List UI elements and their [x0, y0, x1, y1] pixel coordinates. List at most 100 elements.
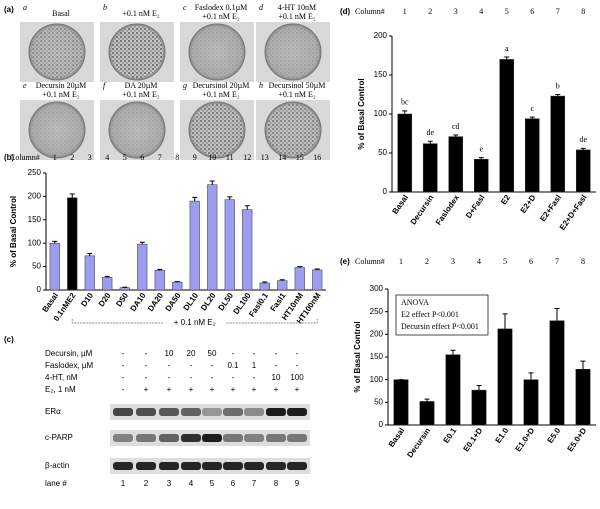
error-bar	[262, 281, 268, 283]
annotation: E2 effect P<0.001	[401, 310, 459, 319]
column-number: 3	[451, 257, 455, 266]
treatment-value: -	[122, 385, 125, 394]
error-bar	[529, 116, 535, 119]
blot-membrane	[110, 404, 310, 420]
x-tick-label: Basal	[387, 426, 407, 449]
treatment-value: -	[232, 349, 235, 358]
column-number: 8	[175, 153, 179, 162]
colonies	[191, 26, 243, 78]
x-tick-label: D+Fasl	[464, 193, 487, 220]
bar	[471, 389, 487, 426]
significance-letter: c	[530, 104, 534, 113]
colonies	[31, 104, 83, 156]
dish-label: DA 20µM +0.1 nM E₂	[122, 81, 160, 99]
y-tick-label: 0	[383, 187, 388, 196]
y-tick-label: 100	[370, 375, 384, 384]
column-number: 6	[529, 257, 533, 266]
panel-label: (b)	[4, 153, 15, 162]
bar	[575, 149, 591, 193]
lane-number: 5	[210, 479, 215, 488]
colonies	[111, 104, 163, 156]
lane-number: 4	[189, 479, 194, 488]
error-bar	[476, 385, 482, 391]
treatment-value: -	[145, 349, 148, 358]
bar	[224, 199, 235, 291]
treatment-value: +	[144, 385, 149, 394]
lane-label: lane #	[45, 479, 67, 488]
treatment-value: -	[275, 349, 278, 358]
column-number: 14	[278, 153, 286, 162]
dish-label: Decursinol 20µM +0.1 nM E₂	[193, 81, 250, 99]
column-number: 10	[208, 153, 216, 162]
error-bar	[139, 241, 145, 245]
bar	[119, 287, 130, 291]
bracket	[71, 319, 318, 324]
treatment-value: +	[295, 385, 300, 394]
treatment-value: -	[122, 349, 125, 358]
band	[113, 462, 133, 470]
bar	[422, 143, 438, 193]
y-tick-label: 100	[374, 109, 388, 118]
column-label: Column#	[10, 153, 40, 162]
error-bar	[52, 240, 58, 244]
column-number: 5	[505, 7, 509, 16]
bar	[549, 320, 565, 426]
significance-letter: de	[426, 128, 434, 137]
error-bar	[450, 349, 456, 355]
column-number: 16	[313, 153, 321, 162]
column-number: 2	[70, 153, 74, 162]
treatment-label: 4-HT, nM	[45, 373, 78, 382]
bar	[523, 379, 539, 426]
column-number: 12	[243, 153, 251, 162]
column-number: 3	[88, 153, 92, 162]
column-number: 5	[503, 257, 507, 266]
column-number: 1	[53, 153, 57, 162]
column-number: 5	[123, 153, 127, 162]
annotation: Decursin effect P<0.001	[401, 322, 479, 331]
band	[287, 434, 307, 442]
band	[244, 462, 264, 470]
y-tick-label: 250	[28, 168, 42, 177]
error-bar	[453, 134, 459, 137]
treatment-value: -	[253, 349, 256, 358]
band	[181, 434, 201, 442]
x-tick-label: E0.1+D	[462, 426, 485, 453]
bar	[207, 184, 218, 291]
y-axis-label: % of Basal Control	[357, 78, 366, 149]
band	[136, 462, 156, 470]
x-tick-label: D50	[114, 291, 130, 309]
bracket-label: + 0.1 nM E₂	[174, 318, 216, 327]
bar	[137, 243, 148, 291]
band	[202, 408, 222, 416]
error-bar	[554, 307, 560, 321]
x-tick-label: D10	[79, 291, 95, 309]
treatment-value: -	[190, 373, 193, 382]
column-number: 2	[425, 257, 429, 266]
bar	[49, 242, 60, 291]
x-tick-label: E1.0+D	[514, 426, 537, 453]
y-tick-label: 150	[370, 352, 384, 361]
panel-label: (e)	[340, 257, 350, 266]
y-tick-label: 150	[28, 215, 42, 224]
colonies	[31, 26, 83, 78]
error-bar	[478, 157, 484, 160]
error-bar	[192, 196, 198, 202]
x-tick-label: E2+Fasl	[538, 193, 563, 223]
panel-label: (d)	[340, 7, 351, 16]
dish-letter: b	[103, 3, 107, 12]
column-number: 4	[477, 257, 481, 266]
bar	[393, 379, 409, 426]
treatment-value: -	[211, 373, 214, 382]
band	[287, 408, 307, 416]
bar	[419, 401, 435, 426]
treatment-value: -	[275, 361, 278, 370]
column-number: 3	[454, 7, 458, 16]
y-tick-label: 0	[37, 285, 42, 294]
bar	[242, 209, 253, 291]
bar	[102, 277, 113, 291]
x-tick-label: Faslodex	[434, 193, 462, 227]
dish-label: Faslodex 0.1µM +0.1 nM E₂	[195, 3, 248, 21]
error-bar	[87, 252, 93, 256]
x-tick-label: D20	[97, 291, 113, 309]
bar	[277, 280, 288, 291]
